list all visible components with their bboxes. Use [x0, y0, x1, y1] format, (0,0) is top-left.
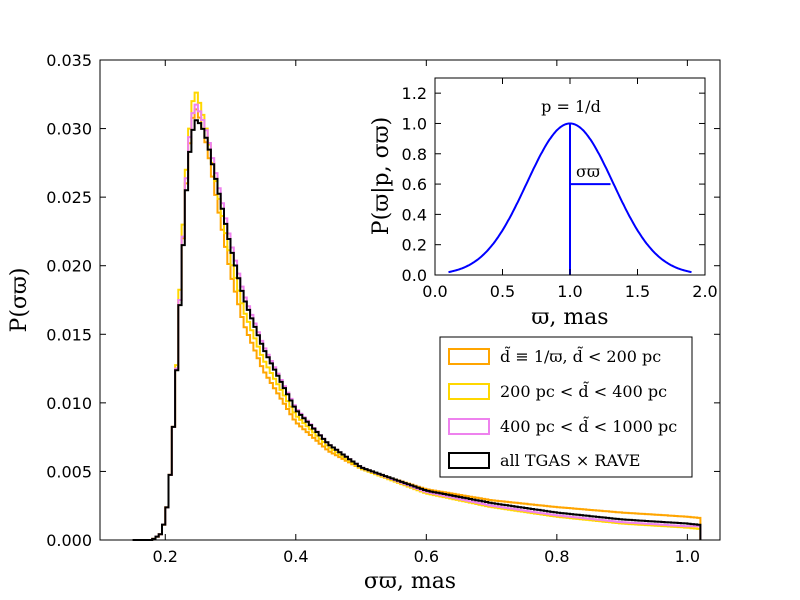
inset-sigma-annotation: σϖ — [576, 162, 600, 181]
main-chart: 0.2 0.4 0.6 0.8 1.00.0000.0050.0100.0150.020… — [7, 51, 721, 594]
main-series-line-0 — [132, 108, 702, 541]
legend-label-lt200pc: d̃ ≡ 1/ϖ, d̃ < 200 pc — [500, 346, 661, 366]
main-y-tick-label: 0.020 — [46, 257, 92, 276]
inset-x-tick-label: 1.5 — [625, 282, 650, 301]
main-x-tick-label: 1.0 — [675, 547, 700, 566]
inset-y-tick-label: 0.0 — [402, 266, 427, 285]
main-y-tick-label: 0.010 — [46, 394, 92, 413]
legend-swatch-200-400pc — [448, 383, 490, 400]
inset-y-tick-label: 1.2 — [402, 84, 427, 103]
main-y-tick-label: 0.025 — [46, 188, 92, 207]
main-y-tick-label: 0.005 — [46, 462, 92, 481]
inset-x-axis-label: ϖ, mas — [531, 305, 608, 330]
inset-y-tick-label: 1.0 — [402, 114, 427, 133]
legend-swatch-400-1000pc — [448, 418, 490, 435]
inset-ticks-group: 0.0 0.5 1.0 1.5 2.0 0.0 0.2 0.4 0.6 0.8 1.0 1.2 — [402, 78, 718, 301]
inset-x-tick-label: 1.0 — [557, 282, 582, 301]
legend-label-all: all TGAS × RAVE — [500, 451, 640, 470]
main-y-tick-label: 0.030 — [46, 120, 92, 139]
inset-y-tick-label: 0.4 — [402, 205, 427, 224]
legend: d̃ ≡ 1/ϖ, d̃ < 200 pc 200 pc < d̃ < 400 … — [439, 336, 693, 478]
inset-y-tick-label: 0.2 — [402, 236, 427, 255]
main-x-axis-label: σϖ, mas — [364, 569, 456, 594]
main-x-tick-label: 0.6 — [414, 547, 439, 566]
main-y-tick-label: 0.015 — [46, 325, 92, 344]
inset-y-tick-label: 0.8 — [402, 145, 427, 164]
legend-swatch-all — [448, 452, 490, 469]
main-y-tick-label: 0.035 — [46, 51, 92, 70]
main-x-tick-label: 0.4 — [283, 547, 308, 566]
inset-peak-annotation: p = 1/d — [541, 97, 601, 116]
main-y-axis-label: P(σϖ) — [7, 268, 32, 333]
main-x-tick-label: 0.2 — [153, 547, 178, 566]
inset-x-tick-label: 2.0 — [692, 282, 717, 301]
inset-y-tick-label: 0.6 — [402, 175, 427, 194]
inset-y-axis-label: P(ϖ|p, σϖ) — [369, 117, 394, 235]
inset-chart: 0.0 0.5 1.0 1.5 2.0 0.0 0.2 0.4 0.6 0.8 1.0 1.2 p =… — [369, 77, 718, 330]
main-series-line-3 — [132, 119, 702, 541]
legend-label-400-1000pc: 400 pc < d̃ < 1000 pc — [500, 416, 677, 436]
inset-x-tick-label: 0.0 — [422, 282, 447, 301]
main-y-tick-label: 0.000 — [46, 531, 92, 550]
legend-label-200-400pc: 200 pc < d̃ < 400 pc — [500, 381, 667, 401]
main-plot-frame — [99, 59, 721, 541]
main-ticks-group: 0.2 0.4 0.6 0.8 1.00.0000.0050.0100.0150.020… — [46, 51, 720, 566]
legend-swatch-lt200pc — [448, 348, 490, 365]
main-series-group — [132, 91, 702, 541]
inset-series-group — [448, 122, 692, 275]
main-x-tick-label: 0.8 — [544, 547, 569, 566]
inset-x-tick-label: 0.5 — [490, 282, 515, 301]
